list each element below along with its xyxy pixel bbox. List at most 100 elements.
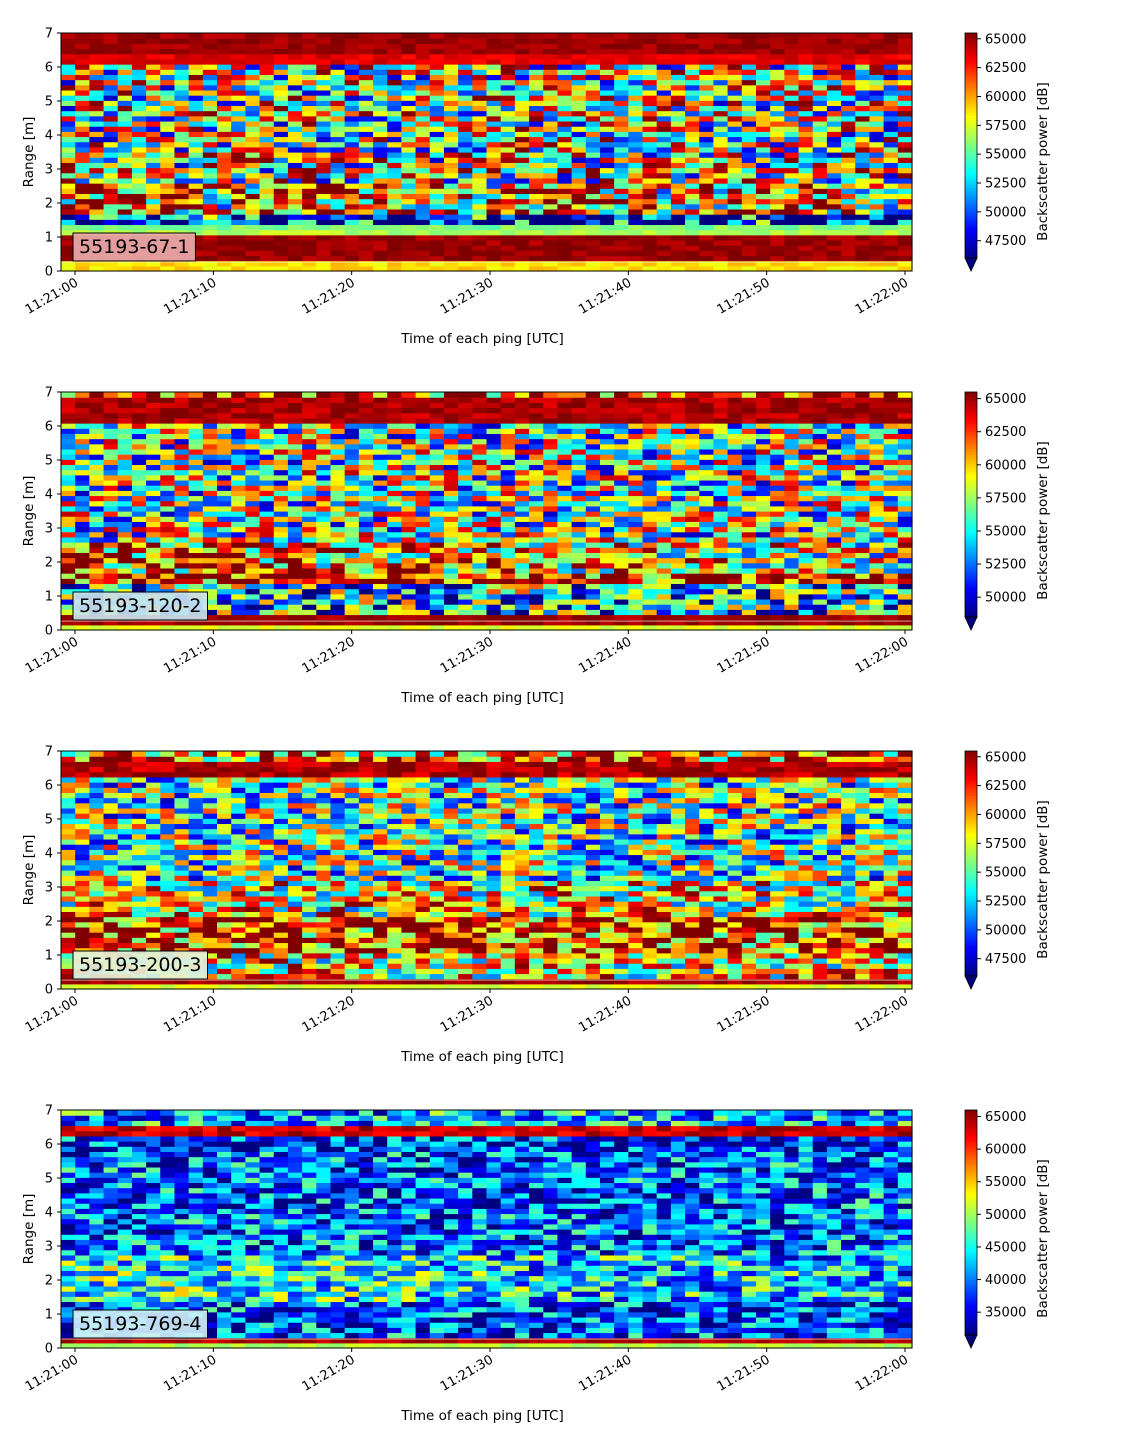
heatmap-cell (628, 578, 644, 585)
heatmap-cell (387, 74, 402, 81)
heatmap-cell (245, 58, 261, 65)
heatmap-cell (231, 459, 246, 466)
heatmap-cell (713, 198, 729, 205)
heatmap-cell (472, 203, 488, 210)
heatmap-cell (415, 604, 431, 610)
heatmap-cell (61, 562, 76, 569)
heatmap-cell (841, 177, 856, 184)
heatmap-cell (699, 38, 715, 44)
heatmap-cell (656, 500, 672, 507)
heatmap-cell (415, 157, 431, 163)
heatmap-cell (670, 229, 686, 236)
heatmap-cell (89, 521, 105, 528)
heatmap-cell (869, 89, 885, 96)
heatmap-cell (514, 500, 530, 507)
heatmap-cell (217, 624, 232, 631)
heatmap-cell (373, 619, 388, 626)
heatmap-cell (302, 552, 317, 559)
heatmap-cell (741, 193, 757, 200)
heatmap-cell (727, 260, 743, 267)
heatmap-cell (585, 567, 601, 574)
heatmap-cell (500, 43, 516, 50)
heatmap-cell (344, 583, 360, 590)
heatmap-cell (415, 43, 431, 50)
heatmap-cell (614, 567, 629, 574)
heatmap-cell (897, 74, 913, 81)
heatmap-cell (543, 239, 559, 246)
heatmap-cell (146, 64, 161, 70)
heatmap-cell (146, 490, 161, 497)
heatmap-cell (656, 183, 672, 189)
heatmap-cell (117, 479, 133, 486)
heatmap-cell (514, 177, 530, 184)
heatmap-cell (585, 588, 601, 595)
heatmap-cell (429, 224, 445, 231)
heatmap-cell (117, 152, 133, 158)
heatmap-cell (656, 578, 672, 585)
heatmap-cell (231, 505, 246, 512)
heatmap-cell (358, 407, 374, 414)
heatmap-cell (458, 516, 473, 522)
heatmap-cell (61, 428, 76, 434)
heatmap-cell (472, 526, 488, 533)
heatmap-cell (585, 552, 601, 559)
heatmap-cell (131, 84, 147, 91)
heatmap-cell (755, 255, 771, 262)
heatmap-cell (358, 53, 374, 60)
heatmap-cell (529, 224, 544, 231)
heatmap-cell (373, 433, 388, 440)
colorbar-segment (965, 143, 977, 146)
heatmap-cell (160, 443, 176, 450)
colorbar-segment (965, 40, 977, 44)
heatmap-cell (543, 38, 559, 44)
heatmap-cell (628, 392, 644, 398)
heatmap-cell (443, 557, 459, 564)
heatmap-cell (812, 141, 828, 148)
heatmap-cell (443, 84, 459, 91)
heatmap-cell (642, 219, 658, 226)
heatmap-cell (670, 152, 686, 158)
heatmap-cell (358, 208, 374, 215)
heatmap-cell (443, 79, 459, 86)
heatmap-cell (614, 219, 629, 226)
heatmap-cell (245, 265, 261, 272)
heatmap-cell (869, 188, 885, 194)
heatmap-cell (316, 84, 332, 91)
heatmap-cell (599, 485, 615, 491)
heatmap-cell (472, 84, 488, 91)
heatmap-cell (245, 454, 261, 460)
heatmap-cell (727, 172, 743, 179)
heatmap-cell (131, 167, 147, 174)
heatmap-cell (486, 33, 502, 39)
heatmap-cell (160, 536, 176, 543)
heatmap-cell (642, 229, 658, 236)
heatmap-cell (472, 198, 488, 205)
heatmap-cell (869, 146, 885, 153)
heatmap-cell (387, 417, 402, 424)
heatmap-cell (897, 95, 913, 101)
heatmap-cell (401, 74, 417, 81)
heatmap-cell (443, 598, 459, 605)
heatmap-cell (486, 146, 502, 153)
heatmap-cell (146, 43, 161, 50)
heatmap-cell (202, 255, 218, 262)
heatmap-cell (231, 89, 246, 96)
heatmap-cell (429, 474, 445, 481)
heatmap-cell (344, 245, 360, 251)
heatmap-cell (75, 229, 90, 236)
heatmap-cell (543, 593, 559, 600)
heatmap-cell (841, 74, 856, 81)
heatmap-cell (401, 521, 417, 528)
heatmap-cell (585, 146, 601, 153)
heatmap-cell (273, 172, 289, 179)
heatmap-cell (429, 214, 445, 220)
heatmap-cell (514, 172, 530, 179)
heatmap-cell (344, 100, 360, 107)
heatmap-cell (670, 53, 686, 60)
heatmap-cell (89, 69, 105, 75)
heatmap-cell (302, 203, 317, 210)
heatmap-cell (415, 260, 431, 267)
heatmap-cell (628, 428, 644, 434)
heatmap-cell (358, 234, 374, 241)
id-label: 55193-67-1 (72, 232, 196, 262)
